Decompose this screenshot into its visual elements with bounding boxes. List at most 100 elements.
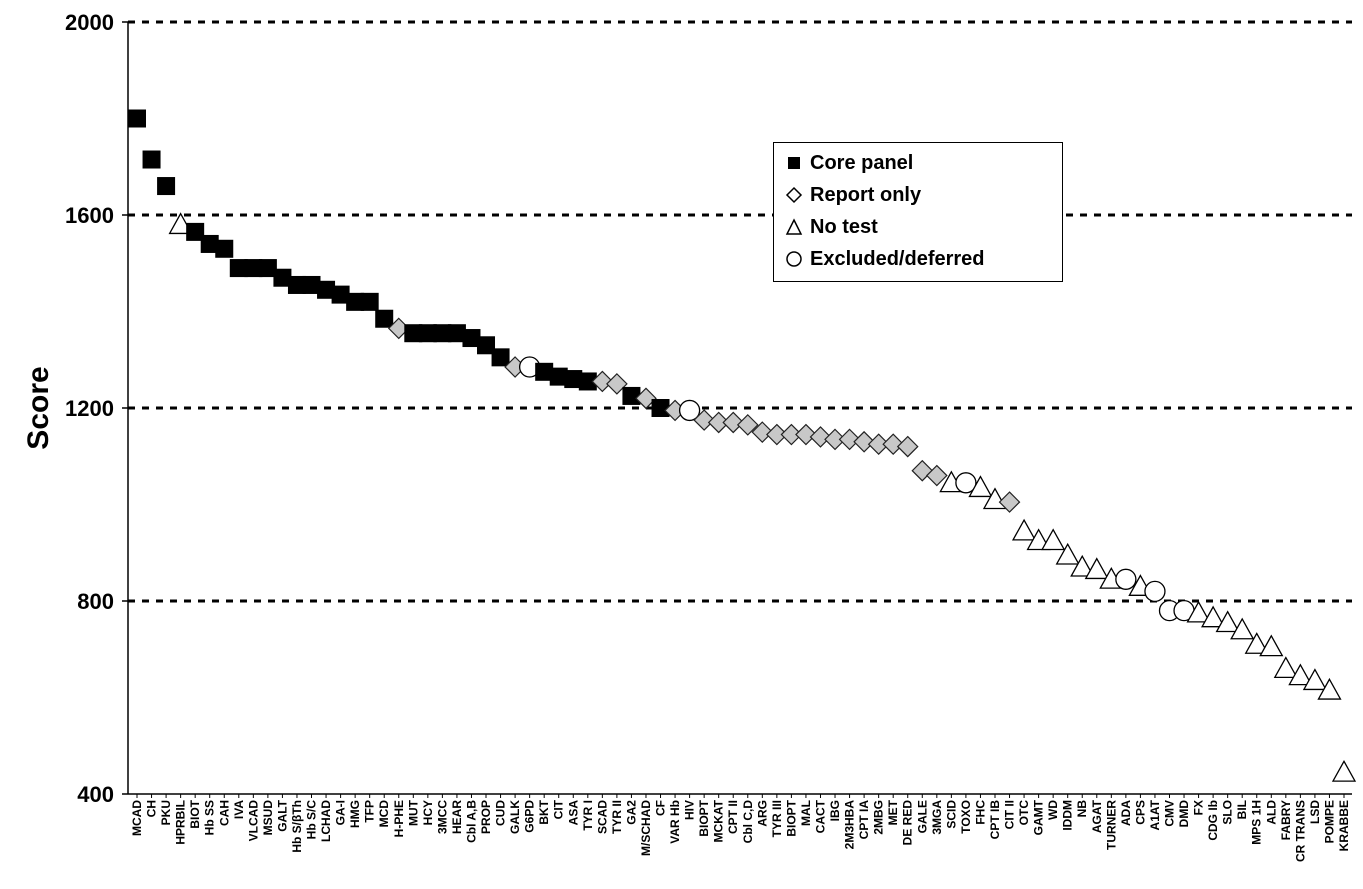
x-tick-label: DMD: [1177, 800, 1191, 828]
x-tick-labels: MCAD CH PKU HPRBIL BIOT Hb SS CAH IVA VLCAD MSUD G…: [130, 799, 1351, 862]
marker-no-test: [1273, 656, 1298, 678]
x-tick-label: CPT IA: [857, 800, 871, 840]
x-tick-label: BIOPT: [697, 799, 711, 836]
x-tick-label: CPT II: [726, 800, 740, 834]
marker-report-only: [896, 435, 919, 458]
marker-core-panel: [418, 324, 437, 343]
marker-no-test: [1186, 600, 1211, 623]
y-tick-labels: 400 800 1200 1600 2000: [65, 10, 114, 807]
x-tick-label: H-PHE: [392, 800, 406, 837]
x-tick-label: HEAR: [450, 800, 464, 834]
marker-excluded-deferred: [1115, 568, 1137, 590]
marker-core-panel: [404, 324, 423, 343]
marker-core-panel: [186, 222, 205, 241]
x-tick-label: TYR II: [610, 800, 624, 834]
marker-excluded-deferred: [678, 399, 701, 422]
x-tick-label: IBG: [828, 800, 842, 821]
x-tick-label: 2MBG: [872, 800, 886, 835]
y-tick-label: 1200: [65, 396, 114, 421]
legend-item-core: Core panel: [784, 147, 1062, 179]
marker-report-only: [853, 430, 875, 453]
marker-core-panel: [477, 336, 496, 355]
marker-no-test: [1215, 610, 1240, 633]
x-tick-label: FHC: [973, 800, 987, 825]
marker-report-only: [925, 464, 948, 487]
x-tick-label: MCKAT: [712, 799, 726, 842]
marker-no-test: [1011, 518, 1037, 541]
x-tick-label: FABRY: [1279, 800, 1293, 840]
x-tick-label: TYR I: [581, 800, 595, 831]
legend-label-core: Core panel: [810, 151, 914, 174]
marker-report-only: [722, 411, 745, 434]
marker-core-panel: [375, 309, 394, 328]
marker-report-only: [809, 426, 832, 448]
x-tick-label: CH: [145, 800, 159, 817]
x-tick-label: ADA: [1119, 800, 1133, 826]
filled-square-icon: [788, 157, 800, 169]
x-tick-label: ASA: [566, 800, 580, 826]
marker-core-panel: [229, 259, 248, 278]
x-tick-label: CMV: [1162, 800, 1176, 827]
x-tick-label: HCY: [421, 800, 435, 825]
marker-core-panel: [491, 348, 510, 367]
marker-no-test: [168, 212, 193, 235]
x-tick-label: PROP: [479, 800, 493, 834]
marker-core-panel: [535, 362, 554, 381]
marker-no-test: [1026, 528, 1051, 551]
marker-no-test: [1230, 617, 1255, 640]
marker-core-panel: [200, 234, 219, 253]
x-tick-label: MCAD: [130, 800, 144, 836]
x-tick-label: NB: [1075, 800, 1089, 818]
y-tick-label: 2000: [65, 10, 114, 35]
marker-report-only: [693, 409, 715, 431]
x-tick-label: 3MGA: [930, 800, 944, 835]
x-tick-label: A1AT: [1148, 799, 1162, 830]
x-tick-label: KRABBE: [1337, 800, 1351, 851]
x-tick-label: Hb S/βTh: [290, 800, 304, 853]
diamond-icon: [785, 186, 803, 204]
marker-report-only: [867, 433, 890, 456]
x-tick-label: LCHAD: [319, 800, 333, 842]
x-tick-label: CPT IB: [988, 800, 1002, 840]
x-tick-label: CUD: [494, 800, 508, 826]
x-tick-label: CR TRANS: [1293, 800, 1307, 862]
x-tick-label: DE RED: [901, 800, 915, 846]
x-tick-label: SCID: [944, 800, 958, 829]
marker-core-panel: [578, 372, 597, 391]
marker-report-only: [736, 414, 759, 436]
marker-report-only: [824, 428, 846, 451]
marker-core-panel: [258, 259, 277, 278]
x-tick-label: MAL: [799, 800, 813, 826]
x-tick-label: POMPE: [1322, 800, 1336, 843]
x-tick-label: GA-I: [334, 800, 348, 825]
marker-core-panel: [142, 150, 161, 169]
marker-core-panel: [244, 259, 263, 278]
x-tick-label: 2M3HBA: [843, 800, 857, 850]
x-tick-label: CIT II: [1003, 800, 1017, 829]
x-tick-label: OTC: [1017, 800, 1031, 826]
marker-core-panel: [331, 285, 350, 304]
x-tick-label: CF: [654, 800, 668, 816]
x-tick-label: HMG: [348, 800, 362, 828]
x-tick-label: FX: [1192, 800, 1206, 815]
marker-no-test: [1244, 632, 1269, 654]
y-axis-label: Score: [22, 366, 55, 449]
x-tick-label: TYR III: [770, 800, 784, 837]
legend-item-notest: No test: [784, 211, 1062, 243]
marker-report-only: [882, 433, 905, 456]
legend-label-notest: No test: [810, 215, 878, 238]
marker-core-panel: [651, 399, 670, 417]
marker-core-panel: [447, 324, 466, 343]
x-tick-label: MCD: [377, 800, 391, 828]
marker-report-only: [838, 428, 861, 451]
x-tick-label: VAR Hb: [668, 800, 682, 844]
legend-item-excluded: Excluded/deferred: [784, 243, 1062, 275]
x-tick-label: GAMT: [1032, 799, 1046, 835]
x-tick-label: TOXO: [959, 800, 973, 834]
x-tick-label: Hb SS: [203, 800, 217, 835]
x-tick-label: Hb S/C: [305, 800, 319, 840]
marker-no-test: [1288, 663, 1313, 686]
marker-core-panel: [302, 275, 321, 294]
marker-report-only: [635, 387, 657, 410]
